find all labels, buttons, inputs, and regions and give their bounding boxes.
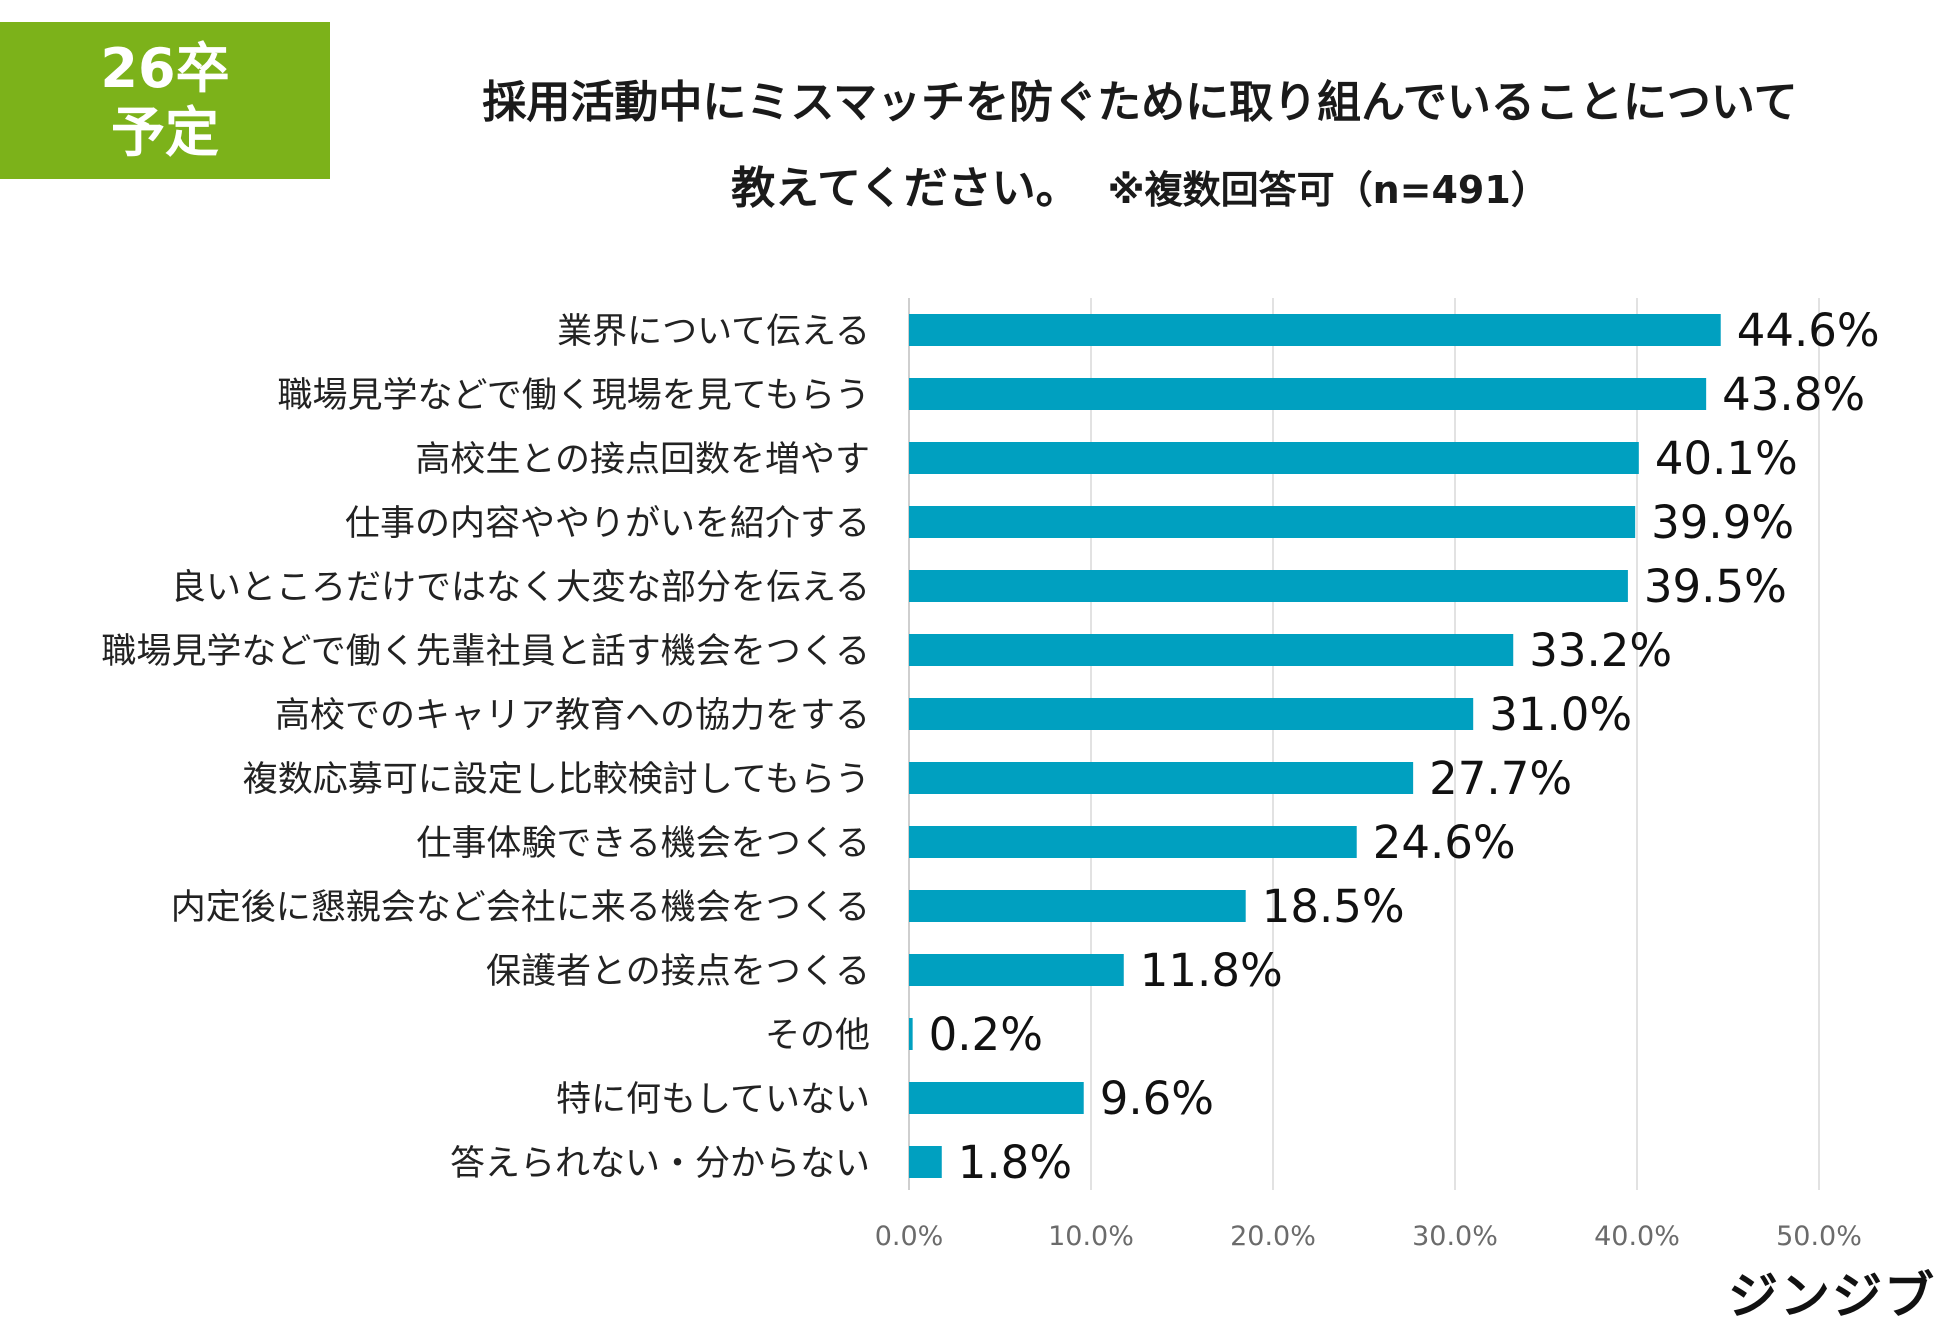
bar	[909, 1082, 1084, 1114]
x-tick-label: 20.0%	[1230, 1221, 1316, 1252]
category-label: 複数応募可に設定し比較検討してもらう	[243, 760, 870, 800]
bar	[909, 378, 1707, 410]
bar	[909, 826, 1357, 858]
bar	[909, 634, 1514, 666]
bar	[909, 506, 1636, 538]
category-label: 高校でのキャリア教育への協力をする	[275, 696, 870, 736]
category-label: 保護者との接点をつくる	[486, 952, 870, 992]
data-label: 31.0%	[1489, 688, 1632, 741]
data-label: 27.7%	[1429, 752, 1572, 805]
badge-status: 予定	[111, 100, 219, 164]
category-label: 業界について伝える	[557, 312, 870, 352]
data-label: 43.8%	[1722, 368, 1865, 421]
data-label: 9.6%	[1100, 1072, 1214, 1125]
category-label: その他	[765, 1016, 870, 1056]
bar	[909, 954, 1124, 986]
category-label: 高校生との接点回数を増やす	[415, 440, 870, 480]
brand-logo: ジンジブ	[1728, 1267, 1936, 1325]
bar	[909, 1146, 942, 1178]
bar	[909, 570, 1628, 602]
data-label: 44.6%	[1737, 304, 1880, 357]
bar	[909, 1018, 913, 1050]
bar	[909, 314, 1721, 346]
data-label: 18.5%	[1262, 880, 1405, 933]
chart-title: 採用活動中にミスマッチを防ぐために取り組んでいることについて	[482, 77, 1798, 128]
data-label: 33.2%	[1529, 624, 1672, 677]
category-label: 良いところだけではなく大変な部分を伝える	[171, 568, 870, 608]
x-tick-label: 10.0%	[1048, 1221, 1134, 1252]
x-tick-label: 40.0%	[1594, 1221, 1680, 1252]
category-label: 特に何もしていない	[556, 1080, 870, 1120]
category-label: 内定後に懇親会など会社に来る機会をつくる	[171, 888, 870, 928]
category-label: 職場見学などで働く現場を見てもらう	[277, 376, 870, 416]
x-tick-label: 50.0%	[1776, 1221, 1862, 1252]
bar	[909, 442, 1639, 474]
chart-note: ※複数回答可（n=491）	[1107, 168, 1549, 212]
badge: 26卒 予定	[0, 22, 330, 179]
data-label: 11.8%	[1140, 944, 1283, 997]
data-label: 40.1%	[1655, 432, 1798, 485]
badge-year: 26卒	[100, 36, 230, 100]
category-label: 仕事体験できる機会をつくる	[416, 824, 870, 864]
x-tick-label: 0.0%	[875, 1221, 944, 1252]
category-label: 仕事の内容ややりがいを紹介する	[345, 504, 870, 544]
data-label: 1.8%	[958, 1136, 1072, 1189]
category-label: 職場見学などで働く先輩社員と話す機会をつくる	[101, 632, 870, 672]
chart-title-tail: 教えてください。	[731, 163, 1080, 214]
data-label: 39.9%	[1651, 496, 1794, 549]
data-label: 24.6%	[1373, 816, 1516, 869]
bar	[909, 698, 1474, 730]
bar	[909, 890, 1246, 922]
data-label: 39.5%	[1644, 560, 1787, 613]
x-tick-label: 30.0%	[1412, 1221, 1498, 1252]
bar	[909, 762, 1414, 794]
category-label: 答えられない・分からない	[450, 1144, 870, 1184]
chart-subtitle: 教えてください。 ※複数回答可（n=491）	[340, 152, 1940, 216]
data-label: 0.2%	[929, 1008, 1043, 1061]
